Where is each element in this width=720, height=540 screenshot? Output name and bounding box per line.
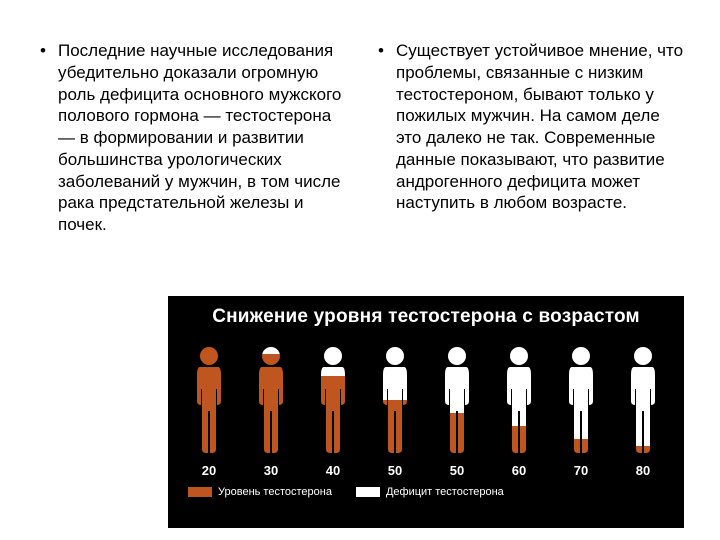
- legend-deficit-label: Дефицит тестостерона: [386, 486, 504, 498]
- legend-level-label: Уровень тестостерона: [218, 486, 332, 498]
- age-label: 20: [202, 463, 216, 478]
- age-label: 50: [388, 463, 402, 478]
- right-bullet: Существует устойчивое мнение, что пробле…: [396, 40, 684, 214]
- figures-row: 20 30 40 50: [168, 328, 684, 478]
- age-label: 30: [264, 463, 278, 478]
- legend-deficit: Дефицит тестостерона: [356, 486, 504, 498]
- swatch-deficit-icon: [356, 487, 380, 497]
- slide: Последние научные исследования убедитель…: [0, 0, 720, 540]
- person-icon: [189, 345, 229, 455]
- age-label: 40: [326, 463, 340, 478]
- figure-silhouette: [189, 345, 229, 455]
- figure-silhouette: [561, 345, 601, 455]
- figure-cell: 70: [557, 345, 605, 478]
- person-icon: [623, 345, 663, 455]
- figure-silhouette: [313, 345, 353, 455]
- left-bullet: Последние научные исследования убедитель…: [58, 40, 346, 236]
- figure-cell: 20: [185, 345, 233, 478]
- figure-silhouette: [375, 345, 415, 455]
- figure-silhouette: [437, 345, 477, 455]
- person-icon: [437, 345, 477, 455]
- figure-silhouette: [251, 345, 291, 455]
- figure-cell: 50: [433, 345, 481, 478]
- age-label: 50: [450, 463, 464, 478]
- swatch-level-icon: [188, 487, 212, 497]
- legend-level: Уровень тестостерона: [188, 486, 332, 498]
- figure-cell: 40: [309, 345, 357, 478]
- figure-cell: 50: [371, 345, 419, 478]
- age-label: 60: [512, 463, 526, 478]
- testosterone-infographic: Снижение уровня тестостерона с возрастом…: [168, 296, 684, 528]
- person-icon: [251, 345, 291, 455]
- text-columns: Последние научные исследования убедитель…: [36, 40, 684, 236]
- person-icon: [561, 345, 601, 455]
- figure-cell: 80: [619, 345, 667, 478]
- person-icon: [375, 345, 415, 455]
- person-icon: [499, 345, 539, 455]
- figure-cell: 30: [247, 345, 295, 478]
- age-label: 70: [574, 463, 588, 478]
- figure-silhouette: [499, 345, 539, 455]
- legend: Уровень тестостерона Дефицит тестостерон…: [168, 478, 684, 498]
- right-column: Существует устойчивое мнение, что пробле…: [374, 40, 684, 236]
- infographic-title: Снижение уровня тестостерона с возрастом: [168, 296, 684, 328]
- left-list: Последние научные исследования убедитель…: [36, 40, 346, 236]
- figure-cell: 60: [495, 345, 543, 478]
- person-icon: [313, 345, 353, 455]
- figure-silhouette: [623, 345, 663, 455]
- left-column: Последние научные исследования убедитель…: [36, 40, 346, 236]
- age-label: 80: [636, 463, 650, 478]
- right-list: Существует устойчивое мнение, что пробле…: [374, 40, 684, 214]
